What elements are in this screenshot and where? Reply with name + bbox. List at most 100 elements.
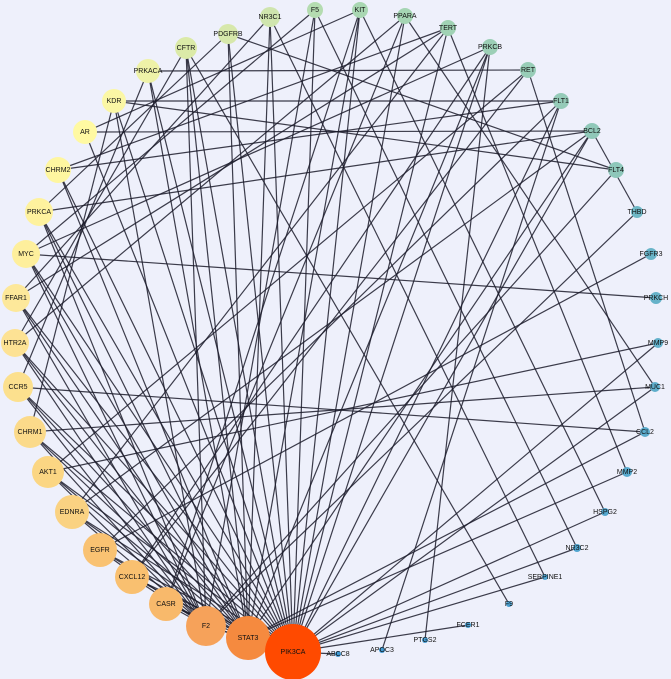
node <box>226 616 270 660</box>
node <box>573 544 581 552</box>
node-label: HSPG2 <box>593 509 617 516</box>
edge <box>147 70 294 653</box>
node <box>149 587 183 621</box>
edge <box>25 253 249 639</box>
node <box>218 24 238 44</box>
node-label: FLT1 <box>553 98 569 105</box>
node <box>32 456 64 488</box>
node <box>265 624 321 679</box>
edge <box>14 47 187 344</box>
node-label: HTR2A <box>4 340 27 347</box>
node <box>553 93 569 109</box>
node-label: CXCL12 <box>119 574 146 581</box>
node <box>631 206 643 218</box>
node-label: EGFR <box>90 547 109 554</box>
node <box>102 89 126 113</box>
edge <box>227 33 294 653</box>
node <box>379 647 385 653</box>
node-label: F5 <box>311 7 319 14</box>
node <box>653 338 663 348</box>
node <box>640 427 650 437</box>
edge <box>17 386 249 639</box>
node <box>1 329 29 357</box>
node <box>55 495 89 529</box>
node-label: FFAR1 <box>5 295 27 302</box>
node-label: KDR <box>107 98 122 105</box>
edge <box>447 27 628 473</box>
node <box>25 198 53 226</box>
edge <box>247 431 646 639</box>
node-label: PPARA <box>393 13 417 20</box>
node-label: STAT3 <box>238 635 259 642</box>
node-label: NR3C1 <box>259 14 282 21</box>
node <box>608 162 624 178</box>
node <box>260 7 280 27</box>
node <box>3 372 33 402</box>
edge <box>292 100 562 653</box>
node <box>465 622 471 628</box>
edge <box>247 9 361 639</box>
node <box>584 123 600 139</box>
node <box>73 120 97 144</box>
edge <box>314 9 578 549</box>
node-label: PRKCH <box>644 295 669 302</box>
edge <box>84 131 294 653</box>
node-label: PIK3CA <box>281 649 306 656</box>
node <box>45 157 71 183</box>
node <box>186 606 226 646</box>
edge <box>247 471 628 639</box>
edge <box>15 16 271 299</box>
node <box>622 467 632 477</box>
node-label: CCL2 <box>636 429 654 436</box>
node-label: THBD <box>627 209 646 216</box>
node <box>2 284 30 312</box>
edge <box>25 253 657 299</box>
node-label: PRKACA <box>134 68 163 75</box>
edge <box>527 69 646 433</box>
edge <box>269 16 546 578</box>
node-label: NR3C2 <box>566 545 589 552</box>
edge <box>47 69 529 473</box>
edge <box>25 46 491 255</box>
edge <box>29 100 115 433</box>
edge <box>17 386 207 627</box>
edge <box>185 47 510 605</box>
node <box>542 574 548 580</box>
edge <box>185 47 207 627</box>
edge <box>165 9 361 605</box>
edge <box>57 169 249 639</box>
edge <box>247 130 593 639</box>
node <box>601 508 609 516</box>
node-label: MMP2 <box>617 469 637 476</box>
node-label: PRKCB <box>478 44 502 51</box>
edge <box>292 624 469 653</box>
node <box>136 59 160 83</box>
node-label: CCR5 <box>8 384 27 391</box>
node <box>645 248 657 260</box>
node-label: KIT <box>355 7 367 14</box>
node-label: ABCC8 <box>326 651 349 658</box>
edge <box>71 27 449 513</box>
edge <box>25 253 207 627</box>
edge <box>424 46 491 641</box>
node <box>520 62 536 78</box>
edge <box>292 547 578 653</box>
node <box>422 637 428 643</box>
node-label: MMP9 <box>648 340 668 347</box>
edge <box>15 27 449 299</box>
edge <box>165 15 406 605</box>
edge <box>292 9 361 653</box>
edge <box>131 46 491 578</box>
edge <box>205 9 316 627</box>
node <box>650 382 660 392</box>
edge <box>247 46 491 639</box>
edge <box>14 342 249 639</box>
edge <box>17 386 646 433</box>
node-label: CFTR <box>177 45 196 52</box>
edge <box>29 431 249 639</box>
node-label: AKT1 <box>39 469 57 476</box>
edge <box>292 15 406 653</box>
edge <box>131 69 529 578</box>
